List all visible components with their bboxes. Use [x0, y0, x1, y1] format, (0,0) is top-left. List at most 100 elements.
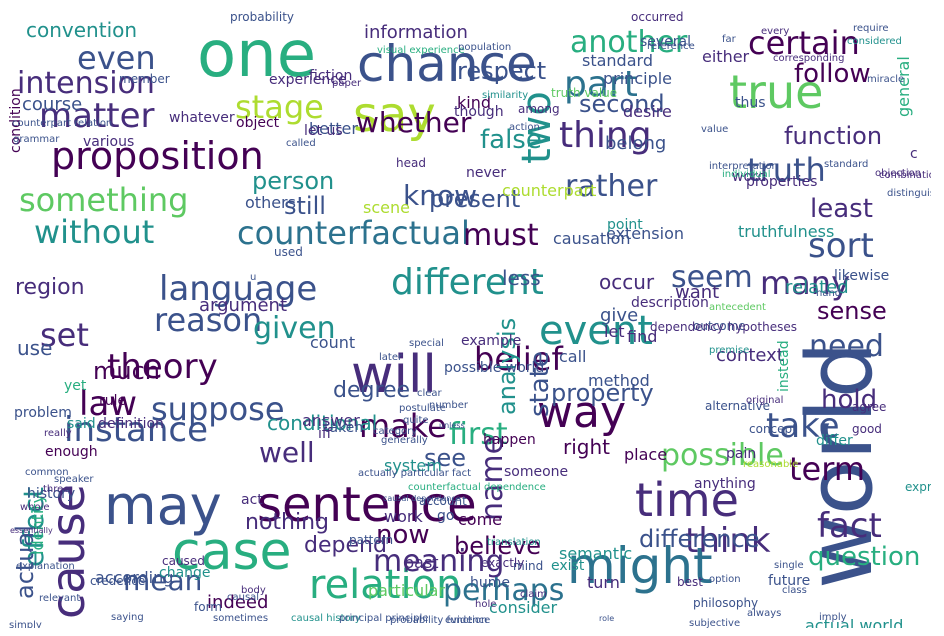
cloud-word: whole [20, 502, 50, 513]
cloud-word: thus [735, 95, 766, 111]
cloud-word: pain [726, 446, 757, 462]
cloud-word: translation [487, 537, 541, 548]
cloud-word: chance [357, 35, 537, 93]
cloud-word: well [259, 436, 315, 469]
cloud-word: give [600, 305, 639, 326]
cloud-word: alternative [705, 399, 770, 413]
cloud-word: require [853, 23, 889, 34]
cloud-word: occur [599, 270, 655, 294]
cloud-word: method [588, 371, 650, 390]
cloud-word: convention [26, 18, 138, 42]
cloud-word: actually particular fact [358, 468, 472, 479]
cloud-word: general [894, 56, 913, 117]
cloud-word: antecedent [709, 302, 766, 313]
cloud-word: might [567, 537, 713, 595]
cloud-word: subjective [689, 618, 741, 629]
cloud-word: always [747, 608, 782, 619]
cloud-word: much [93, 357, 160, 385]
cloud-word: object [236, 115, 280, 131]
cloud-word: history [27, 486, 76, 502]
cloud-word: belief [474, 340, 563, 378]
cloud-word: grammar [13, 134, 60, 145]
cloud-word: interpretation [709, 161, 778, 172]
cloud-word: role [599, 614, 615, 623]
cloud-word: now [376, 520, 430, 550]
cloud-word: nothing [245, 510, 329, 535]
cloud-word: agree [852, 400, 887, 414]
cloud-word: act [241, 492, 263, 508]
cloud-word: among [518, 102, 560, 116]
cloud-word: point [607, 217, 643, 233]
cloud-word: experience [269, 72, 347, 88]
cloud-word: semantic [559, 544, 633, 563]
cloud-word: respect [457, 57, 547, 85]
cloud-word: conditional [267, 411, 378, 435]
cloud-word: fact [817, 506, 882, 546]
cloud-word: principal principle [339, 613, 429, 624]
cloud-word: particular [368, 581, 446, 600]
cloud-word: called [286, 138, 316, 149]
cloud-word: sentence [257, 477, 477, 533]
cloud-word: according [95, 568, 174, 587]
cloud-word: counterfactual [237, 214, 470, 252]
cloud-word: common [25, 467, 69, 478]
cloud-word: hold [821, 385, 878, 415]
cloud-word: mind [513, 559, 544, 573]
cloud-word: caused [162, 554, 205, 568]
cloud-word: corresponding [773, 53, 845, 64]
cloud-word: category [373, 426, 418, 437]
cloud-word: truthfulness [738, 222, 835, 241]
cloud-word: description [631, 295, 709, 311]
cloud-word: speaker [54, 474, 94, 485]
cloud-word: counterpart [502, 181, 597, 200]
cloud-word: either [702, 47, 750, 66]
cloud-word: say [353, 87, 436, 143]
cloud-word: even [77, 39, 156, 77]
cloud-word: second [579, 90, 665, 118]
cloud-word: use [17, 336, 53, 360]
cloud-word: language [159, 269, 318, 309]
cloud-word: indeed [207, 592, 269, 613]
cloud-word: causal history [291, 613, 361, 624]
cloud-word: probability [230, 10, 295, 24]
cloud-word: work [384, 507, 423, 526]
cloud-word: generally [381, 435, 428, 446]
cloud-word: suppose [151, 390, 285, 428]
cloud-word: truth [747, 151, 826, 189]
cloud-word: three [43, 484, 70, 495]
cloud-word: causation [553, 229, 631, 248]
cloud-word: relevant [39, 593, 81, 604]
cloud-word: head [396, 156, 426, 170]
cloud-word: used [274, 245, 303, 259]
cloud-word: taken [324, 420, 364, 436]
cloud-word: evidence [445, 615, 491, 626]
cloud-word: make [359, 407, 447, 445]
cloud-word: every [761, 26, 790, 37]
cloud-word: best [677, 575, 703, 589]
cloud-word: dependency hypotheses [650, 320, 797, 334]
cloud-word: will [351, 345, 437, 405]
cloud-word: answer [302, 411, 360, 430]
cloud-word: counterpart relation [12, 118, 113, 129]
cloud-word: counterfactual dependence [408, 482, 546, 493]
cloud-word: others [245, 193, 296, 212]
cloud-word: value [701, 124, 729, 135]
cloud-word: similarity [482, 90, 529, 101]
cloud-word: occurred [631, 10, 684, 24]
cloud-word: form [194, 600, 222, 614]
cloud-word: premise [709, 345, 750, 356]
cloud-word: explanation [16, 561, 75, 572]
cloud-word: good [852, 422, 882, 436]
cloud-word: go [437, 508, 455, 524]
cloud-word: instance [64, 410, 209, 450]
cloud-word: example [461, 333, 522, 349]
cloud-word: probability function [390, 615, 488, 626]
cloud-word: clear [417, 388, 442, 399]
cloud-word: essentially [10, 526, 53, 535]
cloud-word: account [419, 494, 467, 508]
cloud-word: course [22, 94, 83, 115]
cloud-word: visual experience [377, 45, 465, 56]
cloud-word: meaning [373, 544, 505, 579]
cloud-word: false [480, 125, 542, 155]
